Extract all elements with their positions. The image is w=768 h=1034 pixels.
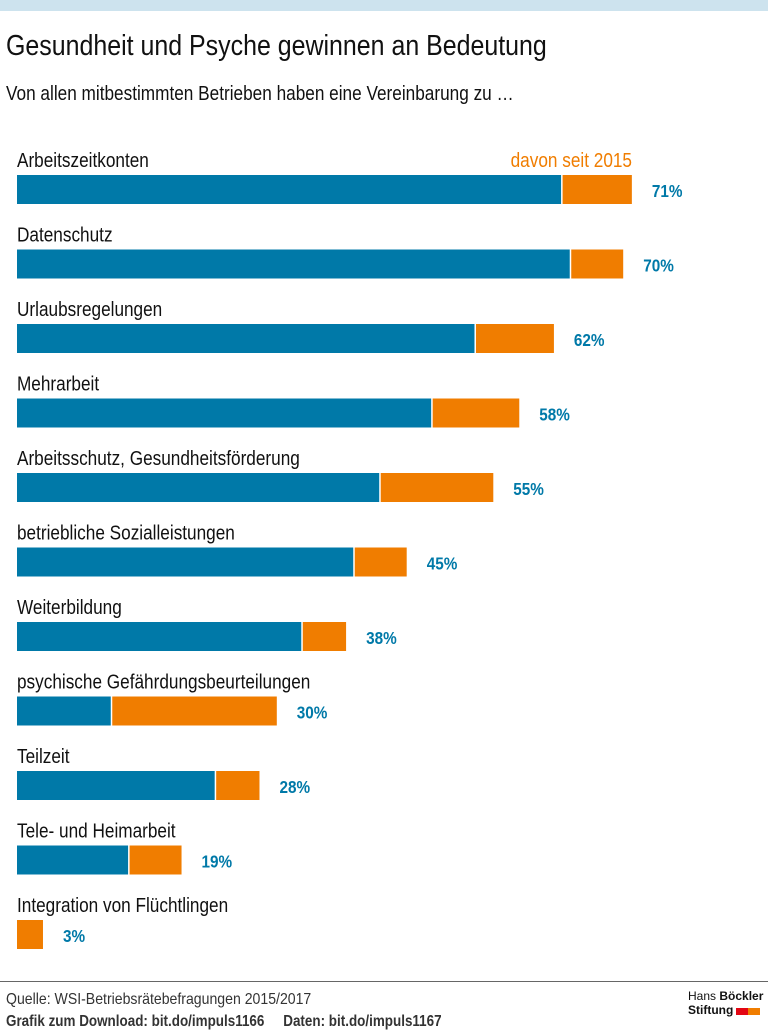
category-label: Mehrarbeit bbox=[17, 372, 100, 395]
bar-segment-before-2015 bbox=[17, 622, 302, 651]
bar-segment-since-2015 bbox=[571, 249, 624, 279]
hans-boeckler-logo: Hans Böckler Stiftung bbox=[688, 989, 763, 1018]
bar-segment-since-2015 bbox=[562, 175, 632, 204]
category-label: Datenschutz bbox=[17, 223, 113, 246]
category-label: betriebliche Sozialleistungen bbox=[17, 521, 235, 544]
bar-segment-before-2015 bbox=[17, 249, 570, 279]
data-link[interactable]: Daten: bit.do/impuls1167 bbox=[283, 1013, 442, 1030]
bar-segment-before-2015 bbox=[17, 696, 111, 726]
value-label: 71% bbox=[652, 181, 683, 201]
bar-segment-before-2015 bbox=[17, 324, 475, 353]
bar-row: Integration von Flüchtlingen 3% bbox=[17, 894, 228, 949]
bar-chart: davon seit 2015 Arbeitszeitkonten 71% Date… bbox=[17, 149, 683, 949]
bar-segment-before-2015 bbox=[17, 547, 354, 577]
value-label: 70% bbox=[643, 255, 674, 275]
logo-mark-icon bbox=[736, 1004, 761, 1018]
bar-row: Arbeitsschutz, Gesundheitsförderung 55% bbox=[17, 447, 544, 502]
bar-segment-since-2015 bbox=[432, 398, 520, 428]
value-label: 45% bbox=[427, 553, 458, 573]
logo-text-stiftung: Stiftung bbox=[688, 1003, 734, 1017]
bar-row: Weiterbildung 38% bbox=[17, 596, 397, 651]
source-note: Quelle: WSI-Betriebsrätebefragungen 2015… bbox=[6, 991, 312, 1008]
value-label: 38% bbox=[366, 628, 397, 648]
bar-segment-since-2015 bbox=[216, 771, 260, 800]
bar-row: Teilzeit 28% bbox=[17, 745, 310, 800]
value-label: 3% bbox=[63, 926, 85, 946]
category-label: Teilzeit bbox=[17, 745, 70, 768]
bar-segment-before-2015 bbox=[17, 398, 432, 428]
category-label: psychische Gefährdungsbeurteilungen bbox=[17, 670, 310, 693]
bar-segment-since-2015 bbox=[354, 547, 407, 577]
bar-segment-since-2015 bbox=[112, 696, 277, 726]
logo-text-boeckler: Böckler bbox=[719, 989, 764, 1003]
chart-title: Gesundheit und Psyche gewinnen an Bedeut… bbox=[6, 30, 547, 62]
bar-rows: Arbeitszeitkonten 71% Datenschutz 70% Urlaub… bbox=[17, 149, 683, 949]
value-label: 19% bbox=[202, 851, 233, 871]
bar-segment-since-2015 bbox=[380, 473, 494, 502]
bar-row: Mehrarbeit 58% bbox=[17, 372, 570, 428]
logo-text-hans: Hans bbox=[688, 989, 717, 1003]
bar-row: Datenschutz 70% bbox=[17, 223, 674, 279]
bar-row: betriebliche Sozialleistungen 45% bbox=[17, 521, 458, 577]
value-label: 55% bbox=[513, 479, 544, 499]
category-label: Arbeitsschutz, Gesundheitsförderung bbox=[17, 447, 300, 470]
download-links: Grafik zum Download: bit.do/impuls1166 D… bbox=[6, 1013, 457, 1031]
category-label: Tele- und Heimarbeit bbox=[17, 819, 176, 842]
value-label: 28% bbox=[279, 777, 310, 797]
bar-row: Arbeitszeitkonten 71% bbox=[17, 149, 683, 204]
download-link[interactable]: Grafik zum Download: bit.do/impuls1166 bbox=[6, 1013, 265, 1030]
chart-subtitle: Von allen mitbestimmten Betrieben haben … bbox=[6, 83, 514, 105]
category-label: Integration von Flüchtlingen bbox=[17, 894, 228, 917]
bar-row: psychische Gefährdungsbeurteilungen 30% bbox=[17, 670, 328, 726]
bar-segment-before-2015 bbox=[17, 473, 380, 502]
bar-segment-before-2015 bbox=[17, 845, 129, 875]
value-label: 30% bbox=[297, 702, 328, 722]
bar-segment-before-2015 bbox=[17, 771, 215, 800]
bar-segment-since-2015 bbox=[475, 324, 554, 353]
top-band bbox=[0, 0, 768, 11]
footer-divider bbox=[0, 981, 768, 982]
bar-row: Urlaubsregelungen 62% bbox=[17, 298, 605, 353]
category-label: Arbeitszeitkonten bbox=[17, 149, 149, 172]
value-label: 62% bbox=[574, 330, 605, 350]
value-label: 58% bbox=[539, 404, 570, 424]
category-label: Urlaubsregelungen bbox=[17, 298, 162, 321]
bar-segment-since-2015 bbox=[129, 845, 182, 875]
bar-segment-before-2015 bbox=[17, 175, 562, 204]
bar-segment-since-2015 bbox=[302, 622, 347, 651]
bar-segment-since-2015 bbox=[17, 920, 43, 949]
category-label: Weiterbildung bbox=[17, 596, 122, 619]
legend-since-2015: davon seit 2015 bbox=[511, 149, 632, 172]
bar-row: Tele- und Heimarbeit 19% bbox=[17, 819, 233, 875]
